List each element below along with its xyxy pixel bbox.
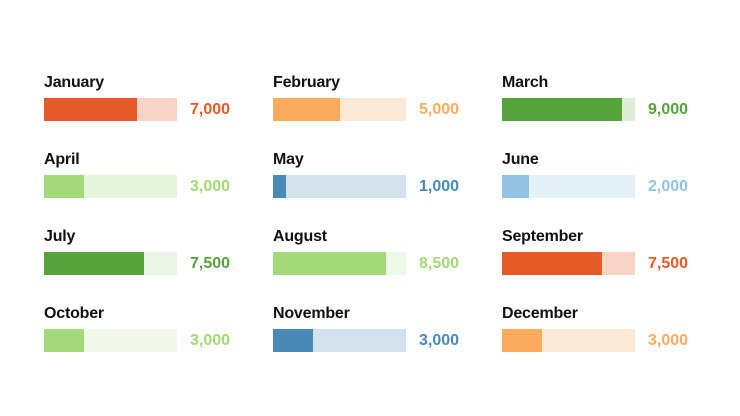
bar-item-may: May 1,000 [273, 150, 483, 210]
bar-item-january: January 7,000 [44, 73, 254, 133]
bar-fill-may [273, 175, 286, 198]
bar-item-april: April 3,000 [44, 150, 254, 210]
bar-track-december [502, 329, 635, 352]
bar-label-january: January [44, 74, 104, 91]
bar-label-december: December [502, 305, 578, 322]
bar-track-january [44, 98, 177, 121]
bar-item-july: July 7,500 [44, 227, 254, 287]
bar-label-november: November [273, 305, 350, 322]
bar-value-august: 8,500 [419, 255, 460, 272]
bar-label-may: May [273, 151, 304, 168]
bar-fill-september [502, 252, 602, 275]
bar-item-november: November 3,000 [273, 304, 483, 364]
bar-label-september: September [502, 228, 583, 245]
bar-track-september [502, 252, 635, 275]
bar-fill-march [502, 98, 622, 121]
bar-label-july: July [44, 228, 76, 245]
bar-label-august: August [273, 228, 327, 245]
bar-track-april [44, 175, 177, 198]
bar-value-may: 1,000 [419, 178, 460, 195]
bar-fill-august [273, 252, 386, 275]
bar-item-october: October 3,000 [44, 304, 254, 364]
bar-track-november [273, 329, 406, 352]
bar-label-april: April [44, 151, 80, 168]
bar-value-october: 3,000 [190, 332, 231, 349]
bar-track-july [44, 252, 177, 275]
bar-fill-june [502, 175, 529, 198]
bar-fill-january [44, 98, 137, 121]
bar-label-june: June [502, 151, 539, 168]
bar-fill-november [273, 329, 313, 352]
bar-value-september: 7,500 [648, 255, 689, 272]
bar-label-february: February [273, 74, 340, 91]
bar-item-september: September 7,500 [502, 227, 712, 287]
bar-item-august: August 8,500 [273, 227, 483, 287]
bar-track-may [273, 175, 406, 198]
bar-item-march: March 9,000 [502, 73, 712, 133]
bar-track-june [502, 175, 635, 198]
bar-value-january: 7,000 [190, 101, 231, 118]
bar-track-october [44, 329, 177, 352]
bar-fill-july [44, 252, 144, 275]
bar-value-november: 3,000 [419, 332, 460, 349]
bar-track-august [273, 252, 406, 275]
bar-value-june: 2,000 [648, 178, 689, 195]
bar-item-february: February 5,000 [273, 73, 483, 133]
bar-label-october: October [44, 305, 104, 322]
bar-item-june: June 2,000 [502, 150, 712, 210]
bar-label-march: March [502, 74, 549, 91]
bar-value-december: 3,000 [648, 332, 689, 349]
bar-value-march: 9,000 [648, 101, 689, 118]
bar-fill-february [273, 98, 340, 121]
bar-track-february [273, 98, 406, 121]
bar-item-december: December 3,000 [502, 304, 712, 364]
bar-value-february: 5,000 [419, 101, 460, 118]
bar-fill-october [44, 329, 84, 352]
bar-fill-april [44, 175, 84, 198]
bar-track-march [502, 98, 635, 121]
bar-value-july: 7,500 [190, 255, 231, 272]
bar-fill-december [502, 329, 542, 352]
bar-value-april: 3,000 [190, 178, 231, 195]
